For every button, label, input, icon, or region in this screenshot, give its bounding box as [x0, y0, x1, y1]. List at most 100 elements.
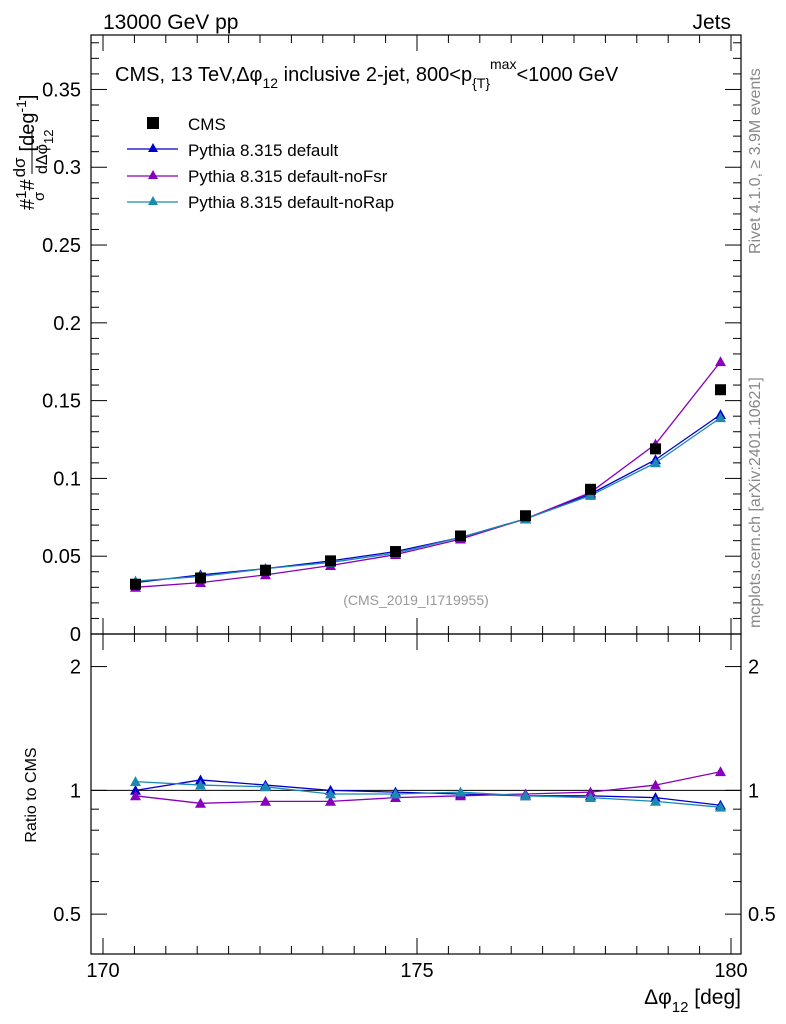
ylabel-denominator: dΔφ12	[34, 130, 56, 174]
ratio-line-pythia-8-315-default-norap	[135, 780, 721, 808]
ratio-point-pythia-8-315-default-nofsr-2	[260, 795, 271, 806]
legend: CMS Pythia 8.315 default Pythia 8.315 de…	[127, 115, 394, 212]
point-cms-6	[520, 510, 531, 522]
line-pythia-8-315-default	[135, 414, 721, 584]
ratio-tick-label-1: 1	[70, 780, 81, 802]
point-pythia-8-315-default-norap-9	[715, 412, 726, 423]
y-tick-label-0: 0	[70, 624, 81, 646]
ratio-tick-label-0.5: 0.5	[53, 904, 81, 926]
ratio-point-pythia-8-315-default-nofsr-7	[585, 786, 596, 797]
point-pythia-8-315-default-nofsr-9	[715, 356, 726, 367]
title-pt-sup: max	[490, 56, 516, 72]
legend-label-cms: CMS	[188, 115, 226, 134]
ylabel-hash2: #	[17, 179, 39, 191]
title-dphi-sub: 12	[263, 75, 279, 91]
title-dphi: Δφ	[236, 64, 262, 86]
ratio-point-pythia-8-315-default-0	[130, 784, 141, 795]
header-right: Jets	[692, 11, 731, 34]
legend-marker-nofsr	[148, 170, 158, 179]
title-pt-sub: {T}	[472, 75, 490, 91]
y-tick-label-0.25: 0.25	[42, 235, 81, 257]
point-cms-4	[390, 546, 401, 558]
legend-marker-norap	[148, 196, 158, 205]
ratio-point-pythia-8-315-default-nofsr-8	[650, 779, 661, 790]
header-left: 13000 GeV pp	[103, 11, 238, 34]
ratio-point-pythia-8-315-default-norap-0	[130, 776, 141, 787]
ratio-point-pythia-8-315-default-norap-4	[390, 788, 401, 799]
ratio-point-pythia-8-315-default-nofsr-1	[195, 797, 206, 808]
ylabel-unit-sup: -1	[13, 100, 29, 113]
point-cms-1	[195, 572, 206, 584]
xlabel-sub: 12	[672, 999, 689, 1016]
ratio-point-pythia-8-315-default-1	[195, 774, 206, 785]
ylabel-sigma: σ	[31, 191, 48, 201]
y-tick-label-0.3: 0.3	[53, 157, 81, 179]
y-tick-label-0.2: 0.2	[53, 313, 81, 335]
ratio-tick-label-right-0.5: 0.5	[748, 904, 776, 926]
ratio-point-pythia-8-315-default-norap-2	[260, 781, 271, 792]
y-tick-label-0.05: 0.05	[42, 546, 81, 568]
legend-label-norap: Pythia 8.315 default-noRap	[188, 193, 394, 212]
y-tick-label-0.1: 0.1	[53, 468, 81, 490]
legend-marker-cms	[147, 117, 159, 129]
title-end: <1000 GeV	[516, 64, 618, 86]
line-pythia-8-315-default-norap	[135, 417, 721, 582]
ratio-tick-label-right-2: 2	[748, 657, 759, 679]
title-main: CMS, 13 TeV,	[115, 64, 236, 86]
x-tick-label-175: 175	[400, 960, 433, 982]
point-cms-3	[325, 555, 336, 567]
y-tick-label-0.15: 0.15	[42, 391, 81, 413]
main-y-axis-label: #1# dσ [deg-1] σ dΔφ12	[10, 95, 56, 211]
ratio-point-pythia-8-315-default-norap-7	[585, 792, 596, 803]
legend-label-default: Pythia 8.315 default	[188, 141, 339, 160]
ylabel-hash1: #	[17, 198, 39, 210]
point-cms-9	[715, 384, 726, 396]
ratio-tick-label-right-1: 1	[748, 780, 759, 802]
ratio-point-pythia-8-315-default-nofsr-3	[325, 795, 336, 806]
main-y-tick-labels: 0 0.05 0.1 0.15 0.2 0.25 0.3 0.35	[42, 79, 81, 646]
ratio-point-pythia-8-315-default-norap-6	[520, 790, 531, 801]
ratio-y-tick-labels: 0.5 1 2 0.5 1 2	[53, 657, 776, 927]
ratio-y-axis-label: Ratio to CMS	[23, 747, 40, 842]
svg-text:#1#dσ[deg-1]: #1# dσ [deg-1]	[10, 95, 39, 211]
ratio-point-pythia-8-315-default-norap-5	[455, 786, 466, 797]
y-tick-label-0.35: 0.35	[42, 79, 81, 101]
ratio-line-pythia-8-315-default-nofsr	[135, 771, 721, 804]
ratio-point-pythia-8-315-default-norap-1	[195, 779, 206, 790]
point-cms-0	[130, 578, 141, 590]
xlabel-main: Δφ	[644, 986, 672, 1009]
title-mid: inclusive 2-jet, 800<p	[278, 64, 472, 86]
point-cms-5	[455, 530, 466, 542]
main-axis-ticks	[91, 35, 741, 635]
x-tick-label-170: 170	[86, 960, 119, 982]
point-cms-7	[585, 483, 596, 495]
ylabel-unit: [deg	[17, 113, 39, 152]
ylabel-unit-close: ]	[17, 95, 39, 101]
ylabel-dsigma: dσ	[10, 157, 29, 177]
ratio-plot-frame	[90, 633, 742, 955]
main-series-group	[130, 356, 726, 592]
xlabel-unit: [deg]	[688, 986, 741, 1009]
ratio-point-pythia-8-315-default-nofsr-9	[715, 766, 726, 777]
ylabel-dphi-sub: 12	[41, 130, 56, 144]
ratio-point-pythia-8-315-default-norap-8	[650, 795, 661, 806]
legend-label-nofsr: Pythia 8.315 default-noFsr	[188, 167, 388, 186]
analysis-watermark: (CMS_2019_I1719955)	[343, 592, 489, 608]
legend-marker-default	[148, 143, 158, 152]
line-pythia-8-315-default-nofsr	[135, 361, 722, 588]
chart-title: CMS, 13 TeV,Δφ12 inclusive 2-jet, 800<p{…	[115, 56, 619, 91]
ylabel-dphi: dΔφ	[34, 144, 51, 174]
ratio-point-pythia-8-315-default-norap-3	[325, 788, 336, 799]
ylabel-one: 1	[13, 191, 30, 199]
point-cms-8	[650, 443, 661, 455]
ratio-point-pythia-8-315-default-norap-9	[715, 801, 726, 812]
rivet-version-label: Rivet 4.1.0, ≥ 3.9M events	[747, 68, 764, 254]
x-tick-label-180: 180	[714, 960, 747, 982]
point-cms-2	[260, 564, 271, 576]
ratio-tick-label-2: 2	[70, 657, 81, 679]
ratio-series-group	[130, 766, 726, 812]
point-pythia-8-315-default-norap-8	[650, 457, 661, 468]
x-tick-labels: 170 175 180	[86, 960, 747, 982]
mcplots-label: mcplots.cern.ch [arXiv:2401.10621]	[747, 377, 764, 628]
